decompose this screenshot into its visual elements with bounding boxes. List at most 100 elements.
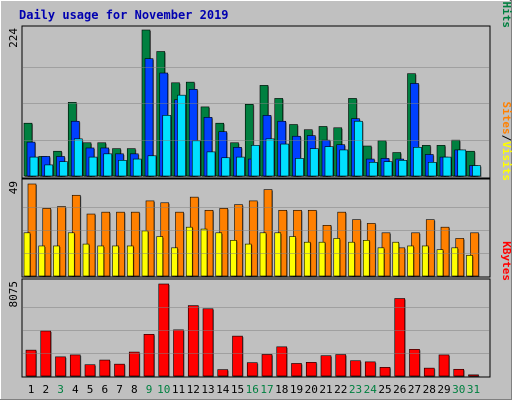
bar-pages-7-body bbox=[118, 160, 127, 177]
bar-pages-10 bbox=[162, 115, 172, 177]
bar-pages-15-body bbox=[236, 156, 245, 177]
x-label-27: 27 bbox=[408, 383, 421, 396]
bar-kbytes-11-body bbox=[173, 329, 184, 377]
bar-pages-8 bbox=[132, 158, 143, 177]
bar-visits-15-body bbox=[230, 240, 237, 277]
bar-visits-31 bbox=[466, 255, 474, 277]
bar-pages-17 bbox=[265, 138, 275, 177]
bar-pages-28 bbox=[427, 162, 438, 177]
bar-kbytes-15 bbox=[232, 335, 244, 377]
bar-visits-13 bbox=[200, 228, 208, 277]
bar-sites-7 bbox=[116, 211, 126, 277]
bar-pages-14-body bbox=[221, 157, 231, 177]
panel-bottom-max-label: 8075 bbox=[7, 281, 20, 308]
bar-kbytes-12 bbox=[187, 305, 200, 377]
x-label-28: 28 bbox=[423, 383, 436, 396]
bar-pages-1 bbox=[29, 156, 39, 177]
bar-pages-20-body bbox=[309, 148, 319, 177]
bar-sites-6 bbox=[101, 211, 111, 277]
bar-kbytes-22-body bbox=[335, 354, 347, 377]
bar-kbytes-3-body bbox=[55, 356, 66, 377]
bar-visits-8 bbox=[126, 245, 135, 277]
bar-pages-5-body bbox=[88, 156, 98, 177]
x-label-20: 20 bbox=[305, 383, 318, 396]
bar-sites-6-body bbox=[101, 211, 111, 277]
bar-sites-31 bbox=[470, 232, 480, 277]
panel-middle-frame bbox=[21, 178, 491, 278]
x-label-13: 13 bbox=[201, 383, 214, 396]
bar-pages-26 bbox=[398, 160, 408, 177]
bar-visits-15 bbox=[230, 240, 238, 277]
bar-visits-11 bbox=[171, 247, 179, 277]
x-label-15: 15 bbox=[231, 383, 244, 396]
bar-kbytes-28-body bbox=[423, 367, 435, 377]
bar-kbytes-25 bbox=[379, 367, 391, 377]
bar-kbytes-26-body bbox=[394, 298, 406, 377]
bar-kbytes-19-body bbox=[291, 363, 302, 377]
bar-visits-23-body bbox=[348, 241, 355, 277]
bar-sites-16 bbox=[248, 200, 259, 277]
bar-pages-1-body bbox=[29, 156, 39, 177]
bar-kbytes-23 bbox=[350, 360, 362, 377]
x-label-10: 10 bbox=[157, 383, 170, 396]
bar-visits-24-body bbox=[362, 240, 370, 277]
bar-pages-13 bbox=[206, 151, 216, 177]
bar-kbytes-24-body bbox=[364, 361, 376, 377]
bar-kbytes-6 bbox=[99, 359, 111, 377]
bar-sites-31-body bbox=[470, 232, 479, 277]
bar-pages-31 bbox=[472, 165, 482, 177]
bar-kbytes-10-body bbox=[158, 283, 170, 377]
bar-visits-8-body bbox=[126, 245, 134, 277]
bar-visits-12-body bbox=[185, 226, 193, 277]
bar-kbytes-13-body bbox=[202, 308, 214, 377]
bar-pages-10-body bbox=[162, 115, 172, 177]
bar-visits-10-body bbox=[156, 236, 164, 277]
bar-kbytes-11 bbox=[173, 329, 185, 377]
bar-kbytes-23-body bbox=[350, 360, 361, 377]
bar-kbytes-19 bbox=[291, 363, 303, 377]
bar-kbytes-7 bbox=[114, 363, 126, 377]
chart-title: Daily usage for November 2019 bbox=[19, 8, 229, 22]
bar-visits-24 bbox=[362, 240, 371, 277]
bar-kbytes-30-body bbox=[453, 368, 465, 377]
bar-pages-11 bbox=[177, 94, 187, 177]
bar-pages-15 bbox=[236, 156, 246, 177]
bar-pages-21-body bbox=[324, 146, 334, 177]
bar-visits-14 bbox=[215, 232, 223, 277]
bar-visits-3 bbox=[53, 245, 61, 277]
bar-kbytes-20 bbox=[305, 362, 318, 377]
bar-pages-5 bbox=[88, 156, 98, 177]
bar-kbytes-8 bbox=[128, 351, 141, 377]
bar-visits-11-body bbox=[171, 247, 178, 277]
bar-visits-18 bbox=[274, 232, 282, 277]
bar-visits-22 bbox=[333, 238, 341, 277]
bar-sites-2 bbox=[42, 208, 52, 277]
bar-kbytes-18 bbox=[276, 346, 288, 377]
panel-top-max-label: 224 bbox=[7, 28, 20, 48]
x-label-18: 18 bbox=[275, 383, 288, 396]
bar-pages-21 bbox=[324, 146, 334, 177]
bar-kbytes-27 bbox=[409, 349, 421, 377]
bar-visits-17-body bbox=[259, 232, 267, 277]
bar-kbytes-30 bbox=[453, 368, 465, 377]
bar-pages-30 bbox=[457, 149, 467, 177]
bar-sites-1-body bbox=[27, 183, 37, 277]
bar-kbytes-26 bbox=[394, 298, 406, 377]
bar-kbytes-4-body bbox=[69, 354, 81, 377]
bar-kbytes-8-body bbox=[128, 351, 140, 377]
panel-top-frame bbox=[21, 25, 491, 179]
bar-kbytes-28 bbox=[423, 367, 436, 377]
legend-item-visits: Visits bbox=[500, 141, 512, 181]
bar-pages-3 bbox=[59, 161, 69, 177]
x-label-14: 14 bbox=[216, 383, 230, 396]
x-label-2: 2 bbox=[42, 383, 49, 396]
bar-visits-9 bbox=[141, 230, 149, 277]
bar-visits-25 bbox=[377, 247, 385, 277]
bar-kbytes-22 bbox=[335, 354, 347, 377]
bar-visits-3-body bbox=[53, 245, 60, 277]
bar-kbytes-10 bbox=[158, 283, 170, 377]
bar-visits-20-body bbox=[303, 241, 311, 277]
bar-visits-29-body bbox=[436, 249, 444, 277]
bar-visits-6-body bbox=[97, 245, 105, 277]
